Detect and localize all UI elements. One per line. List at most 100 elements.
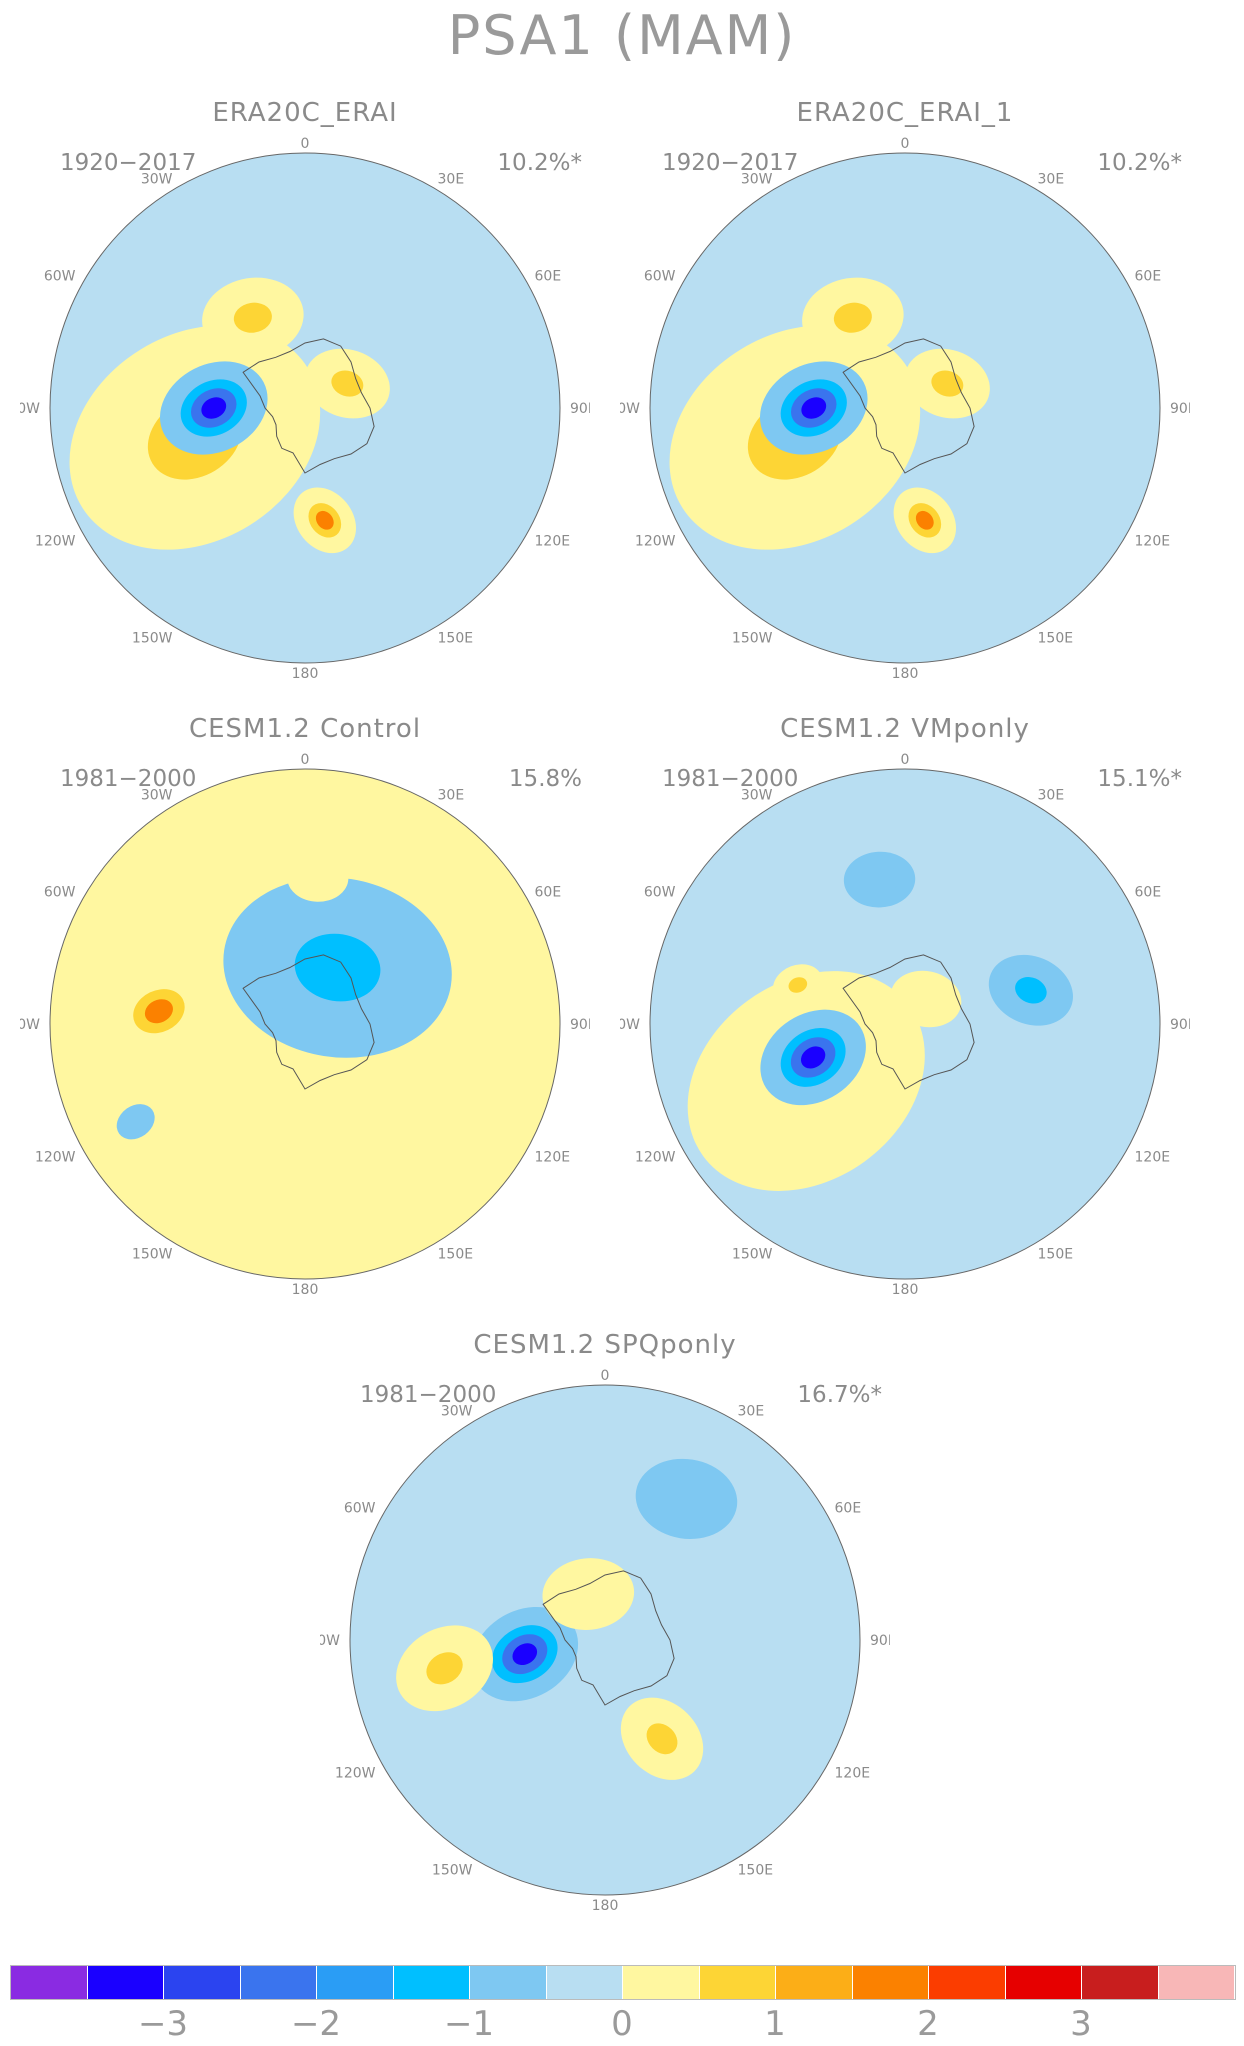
antarctica-coastline [242,954,375,1090]
longitude-label: 30E [438,172,465,188]
longitude-label: 120W [635,1150,676,1166]
colorbar-swatch [852,1966,929,1999]
variance-label: 15.8% [508,766,582,792]
longitude-label: 150E [1038,1247,1074,1263]
colorbar-labels: −3 −2 −1 0 1 2 3 [10,2004,1234,2044]
longitude-label: 30W [741,788,773,804]
longitude-label: 120E [1135,1150,1171,1166]
longitude-label: 90W [320,1633,340,1649]
negative-anomaly-contour [294,933,381,1002]
negative-anomaly-contour [1015,977,1047,1004]
map-boundary [49,152,561,664]
longitude-label: 90E [1170,401,1190,417]
positive-anomaly-contour [301,864,335,891]
panel-title: ERA20C_ERAI_1 [796,98,1014,128]
longitude-label: 90W [20,401,40,417]
antarctica-coastline [842,338,975,474]
positive-anomaly-contour [833,302,872,333]
longitude-label: 30E [1038,788,1065,804]
longitude-label: 30E [438,788,465,804]
longitude-label: 120E [835,1766,871,1782]
negative-anomaly-contour [201,397,227,419]
colorbar-swatch [87,1966,164,1999]
longitude-label: 30W [741,172,773,188]
longitude-label: 0 [301,752,310,768]
negative-anomaly-contour [801,397,827,419]
panel-title: CESM1.2 Control [188,714,422,744]
longitude-label: 60E [1135,269,1162,285]
negative-anomaly-contour [512,1643,538,1666]
positive-anomaly-contour [646,1723,678,1755]
longitude-label: 120E [535,534,571,550]
colorbar-swatch [546,1966,623,1999]
longitude-label: 30E [738,1404,765,1420]
longitude-label: 0 [901,752,910,768]
antarctica-coastline [542,1570,675,1706]
colorbar-tick-label: 3 [1070,2004,1092,2044]
variance-label: 10.2%* [1097,150,1182,176]
longitude-label: 120W [35,534,76,550]
panel-title: ERA20C_ERAI [212,98,398,128]
longitude-label: 120E [535,1150,571,1166]
positive-anomaly-contour [426,1652,463,1685]
longitude-label: 60W [644,269,676,285]
longitude-label: 150W [432,1863,473,1879]
colorbar-swatch [11,1966,88,1999]
negative-anomaly-contour [125,1112,147,1132]
negative-anomaly-contour [860,864,900,895]
longitude-label: 150W [132,631,173,647]
polar-map: 0 30E 60E 90E 120E 150E 180 150W 120W 90W 60W 30W [620,752,1190,1298]
longitude-label: 120W [635,534,676,550]
colorbar-tick-label: −1 [443,2004,495,2044]
longitude-label: 180 [292,1282,319,1298]
map-boundary [349,1384,861,1896]
colorbar-tick-label: −2 [290,2004,342,2044]
negative-anomaly-contour [658,1477,715,1521]
map-panel-era20c-erai-1: 0 30E 60E 90E 120E 150E 180 150W 120W 90W 60W 30W E… [620,98,1190,698]
period-label: 1920−2017 [662,150,799,176]
map-panel-cesm-control: 0 30E 60E 90E 120E 150E 180 150W 120W 90W 60W 30W C… [20,714,590,1314]
positive-anomaly-contour [788,977,808,993]
longitude-label: 60E [535,885,562,901]
colorbar-tick-label: 2 [917,2004,939,2044]
map-boundary [649,768,1161,1280]
colorbar-swatch [317,1966,394,1999]
longitude-label: 90E [570,1017,590,1033]
longitude-label: 60W [344,1501,376,1517]
antarctica-coastline [242,338,375,474]
colorbar-swatch [1082,1966,1159,1999]
longitude-label: 180 [892,666,919,682]
longitude-label: 90W [620,1017,640,1033]
colorbar-swatch [1005,1966,1082,1999]
longitude-label: 60W [644,885,676,901]
longitude-label: 150W [732,1247,773,1263]
colorbar-tick-label: −3 [137,2004,189,2044]
main-title: PSA1 (MAM) [447,4,797,67]
longitude-label: 150W [132,1247,173,1263]
longitude-label: 60W [44,269,76,285]
variance-label: 10.2%* [497,150,582,176]
map-boundary [649,152,1161,664]
positive-anomaly-contour [563,1574,614,1614]
antarctica-coastline [842,954,975,1090]
panel-title: CESM1.2 VMponly [780,714,1030,744]
longitude-label: 30W [441,1404,473,1420]
colorbar-swatch [164,1966,241,1999]
period-label: 1981−2000 [360,1382,497,1408]
colorbar-swatch [1158,1966,1235,1999]
colorbar-swatch [240,1966,317,1999]
map-panel-era20c-erai: 0 30E 60E 90E 120E 150E 180 150W 120W 90W 60W 30W E… [20,98,590,698]
longitude-label: 0 [901,136,910,152]
positive-anomaly-contour [144,999,173,1024]
map-panel-cesm-spqponly: 0 30E 60E 90E 120E 150E 180 150W 120W 90W 60W 30W C… [320,1330,890,1930]
longitude-label: 90W [20,1017,40,1033]
colorbar [10,1965,1236,2000]
longitude-label: 150E [738,1863,774,1879]
polar-map: 0 30E 60E 90E 120E 150E 180 150W 120W 90W 60W 30W [320,1368,890,1914]
longitude-label: 0 [301,136,310,152]
negative-anomaly-contour [800,1046,826,1069]
colorbar-swatch [393,1966,470,1999]
period-label: 1981−2000 [60,766,197,792]
colorbar-tick-label: 1 [764,2004,786,2044]
positive-anomaly-contour [906,983,946,1015]
